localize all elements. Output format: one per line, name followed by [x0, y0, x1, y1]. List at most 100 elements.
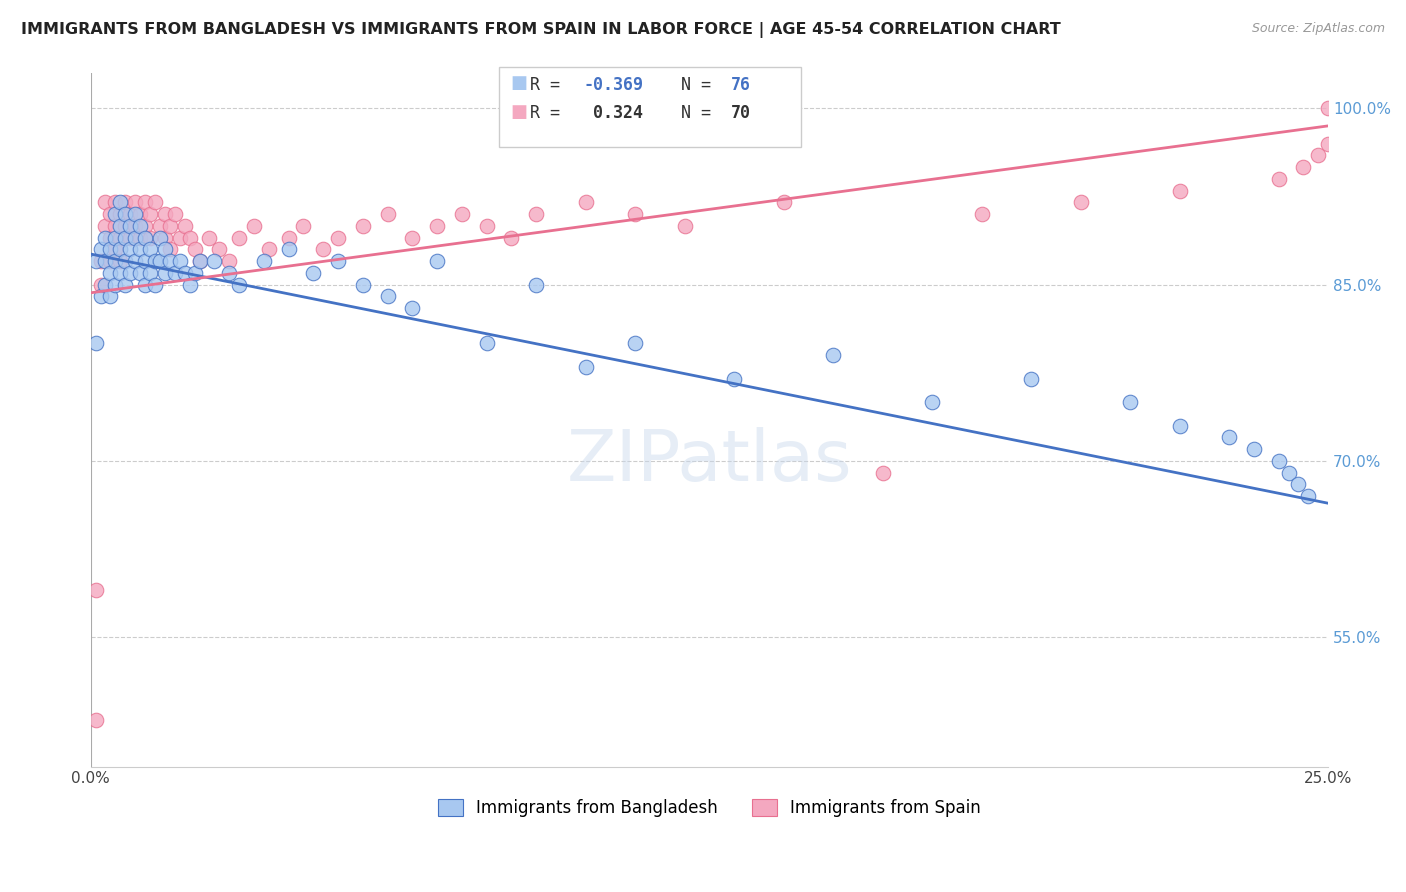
Point [110, 207, 132, 221]
Point [120, 266, 142, 280]
Point [624, 207, 647, 221]
Point [179, 277, 201, 292]
Point [129, 230, 152, 244]
Point [84, 583, 107, 598]
Point [139, 207, 162, 221]
Point [120, 243, 142, 257]
Point [188, 254, 211, 268]
Point [149, 254, 172, 268]
Point [143, 254, 166, 268]
Point [134, 219, 156, 233]
Point [872, 466, 894, 480]
Text: N =: N = [661, 76, 721, 94]
Point [823, 348, 845, 362]
Point [100, 230, 122, 244]
Point [575, 359, 598, 374]
Point [153, 207, 176, 221]
Point [302, 266, 325, 280]
Point [1317, 101, 1340, 115]
Point [575, 195, 598, 210]
Point [89, 243, 111, 257]
Point [292, 219, 315, 233]
Point [1267, 171, 1289, 186]
Point [970, 207, 993, 221]
Point [673, 219, 696, 233]
Point [110, 230, 132, 244]
Point [401, 301, 423, 315]
Point [159, 243, 181, 257]
Point [183, 266, 205, 280]
Point [100, 254, 122, 268]
Point [129, 266, 152, 280]
Text: IMMIGRANTS FROM BANGLADESH VS IMMIGRANTS FROM SPAIN IN LABOR FORCE | AGE 45-54 C: IMMIGRANTS FROM BANGLADESH VS IMMIGRANTS… [21, 22, 1062, 38]
Point [326, 230, 349, 244]
Point [426, 254, 449, 268]
Point [218, 254, 240, 268]
Point [159, 254, 181, 268]
Point [377, 289, 399, 303]
Point [173, 266, 195, 280]
Point [94, 219, 117, 233]
Point [104, 277, 127, 292]
Text: ■: ■ [510, 74, 527, 92]
Text: -0.369: -0.369 [583, 76, 644, 94]
Point [188, 254, 211, 268]
Text: 76: 76 [731, 76, 751, 94]
Point [100, 266, 122, 280]
Point [84, 336, 107, 351]
Point [723, 371, 745, 385]
Text: 70: 70 [731, 104, 751, 122]
Point [772, 195, 794, 210]
Point [104, 219, 127, 233]
Point [624, 336, 647, 351]
Point [114, 219, 136, 233]
Point [153, 266, 176, 280]
Point [114, 207, 136, 221]
Point [202, 254, 225, 268]
Point [524, 207, 547, 221]
Point [1168, 418, 1191, 433]
Point [377, 207, 399, 221]
Point [94, 254, 117, 268]
Point [110, 266, 132, 280]
Text: R =: R = [530, 76, 569, 94]
Point [114, 254, 136, 268]
Point [401, 230, 423, 244]
Point [134, 254, 156, 268]
Point [173, 219, 195, 233]
Point [94, 230, 117, 244]
Point [104, 207, 127, 221]
Point [1298, 489, 1320, 503]
Point [1277, 466, 1299, 480]
Point [94, 195, 117, 210]
Point [114, 195, 136, 210]
Point [139, 243, 162, 257]
Point [1286, 477, 1309, 491]
Point [94, 277, 117, 292]
Point [475, 219, 498, 233]
Point [149, 219, 172, 233]
Point [312, 243, 335, 257]
Point [524, 277, 547, 292]
Point [124, 230, 146, 244]
Point [1292, 160, 1315, 174]
Point [159, 219, 181, 233]
Point [134, 230, 156, 244]
Point [208, 243, 231, 257]
Point [84, 254, 107, 268]
Point [134, 277, 156, 292]
Point [104, 254, 127, 268]
Point [475, 336, 498, 351]
Point [277, 243, 299, 257]
Point [110, 195, 132, 210]
Point [169, 254, 191, 268]
Point [228, 230, 250, 244]
Point [100, 207, 122, 221]
Point [179, 230, 201, 244]
Point [253, 254, 276, 268]
Point [124, 219, 146, 233]
Point [1243, 442, 1265, 457]
Text: Source: ZipAtlas.com: Source: ZipAtlas.com [1251, 22, 1385, 36]
Point [124, 207, 146, 221]
Text: N =: N = [661, 104, 721, 122]
